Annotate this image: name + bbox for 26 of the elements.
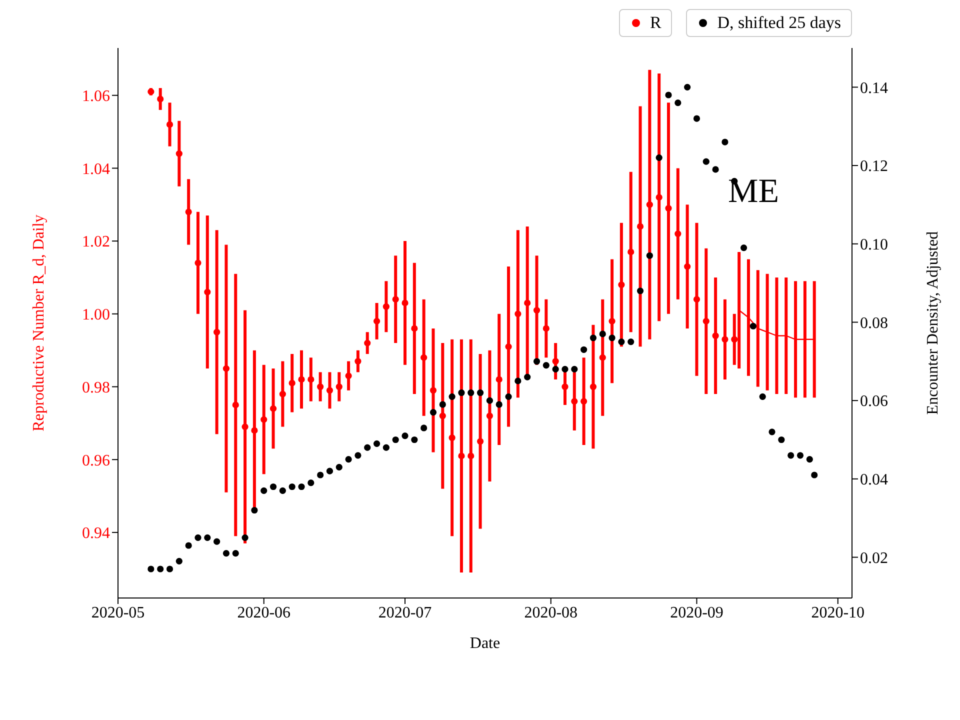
legend-label: R — [650, 13, 662, 33]
y2-tick-label: 0.06 — [860, 393, 888, 410]
y-tick-label: 0.96 — [82, 452, 110, 470]
y-tick-label: 1.02 — [82, 234, 110, 251]
x-tick-label: 2020-08 — [524, 604, 578, 622]
x-tick-label: 2020-09 — [670, 604, 724, 622]
y-tick-label: 1.06 — [82, 88, 110, 106]
x-tick-label: 2020-07 — [378, 604, 432, 622]
y2-tick-label: 0.08 — [860, 314, 888, 332]
x-tick-label: 2020-05 — [91, 604, 145, 622]
x-axis-title: Date — [470, 635, 500, 652]
legend-label: D, shifted 25 days — [717, 13, 841, 33]
y2-tick-label: 0.10 — [860, 236, 888, 254]
y-tick-label: 0.94 — [82, 525, 110, 542]
y2-tick-label: 0.14 — [860, 80, 888, 97]
y2-axis-title: Encounter Density, Adjusted — [924, 231, 942, 415]
x-tick-label: 2020-06 — [237, 604, 291, 622]
y-tick-label: 1.04 — [82, 160, 110, 178]
y-tick-label: 0.98 — [82, 379, 110, 396]
y-axis-title: Reproductive Number R_d, Daily — [30, 214, 48, 432]
y2-tick-label: 0.04 — [860, 472, 888, 489]
annotation: ME — [728, 173, 779, 211]
y-tick-label: 1.00 — [82, 306, 110, 324]
y2-tick-label: 0.12 — [860, 158, 888, 176]
y2-tick-label: 0.02 — [860, 550, 888, 567]
x-tick-label: 2020-10 — [811, 604, 865, 622]
